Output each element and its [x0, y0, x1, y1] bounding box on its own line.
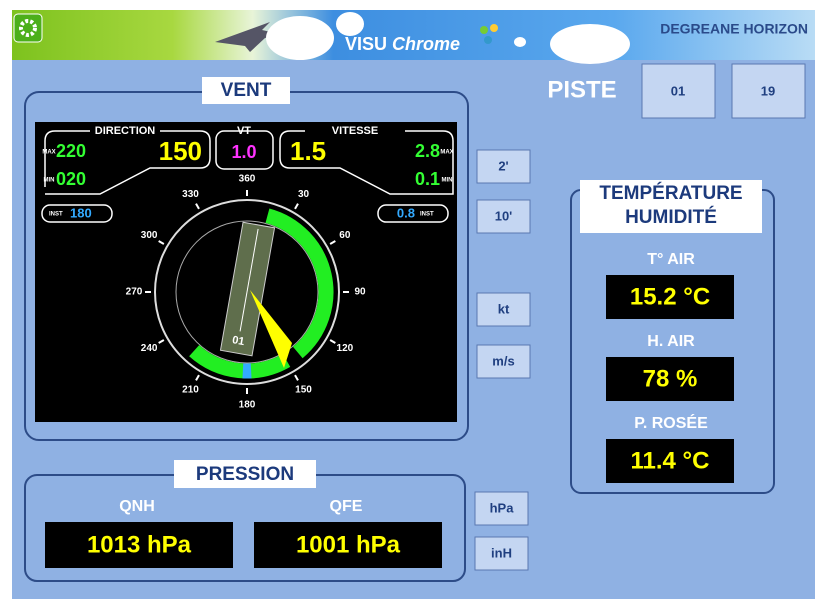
measure-label: H. AIR: [647, 333, 695, 350]
temperature-title: HUMIDITÉ: [625, 206, 717, 228]
settings-button[interactable]: [14, 14, 42, 42]
runway-option[interactable]: 01: [671, 83, 685, 98]
inst-tag: INST: [49, 212, 63, 218]
button[interactable]: 10': [477, 200, 530, 233]
compass-label: 120: [337, 343, 354, 354]
compass-label: 30: [298, 189, 310, 200]
min-tag: MIN: [44, 178, 55, 184]
measure-value: 78 %: [643, 365, 698, 392]
compass-label: 210: [182, 385, 199, 396]
wind-title: VENT: [221, 80, 272, 101]
direction-label: DIRECTION: [95, 125, 156, 137]
measure-label: QFE: [330, 498, 363, 515]
speed-value: 1.5: [290, 136, 326, 166]
runway-option[interactable]: 19: [761, 83, 775, 98]
buttons: 2' 10' kt m/s hPa inH: [475, 150, 530, 570]
temperature-rows: T° AIR 15.2 °C H. AIR 78 % P. ROSÉE 11.4 °C: [606, 251, 734, 483]
compass-label: 90: [354, 287, 366, 298]
button[interactable]: hPa: [475, 492, 528, 525]
vt-label: VT: [237, 125, 251, 137]
button-label[interactable]: 10': [495, 208, 513, 223]
speed-inst: 0.8: [397, 205, 415, 220]
runway-label: PISTE: [547, 76, 616, 103]
compass-label: 330: [182, 189, 199, 200]
pressure-title: PRESSION: [196, 464, 294, 485]
runway-button[interactable]: 19: [732, 64, 805, 118]
company-name: DEGREANE HORIZON: [660, 21, 808, 37]
page: VISU Chrome DEGREANE HORIZON VENT DIRECT…: [0, 0, 815, 599]
cloud: [266, 16, 334, 60]
direction-value: 150: [159, 136, 202, 166]
runway-number: 01: [231, 334, 245, 348]
compass-label: 300: [141, 230, 158, 241]
compass-label: 60: [339, 230, 351, 241]
runway-button[interactable]: 01: [642, 64, 715, 118]
button[interactable]: m/s: [477, 345, 530, 378]
measure-value: 1013 hPa: [87, 531, 192, 558]
direction-min: 020: [56, 169, 86, 189]
measure-label: P. ROSÉE: [634, 413, 708, 432]
button-label[interactable]: hPa: [490, 500, 515, 515]
button-label[interactable]: 2': [498, 158, 508, 173]
measure-label: T° AIR: [647, 251, 695, 268]
button-label[interactable]: inH: [491, 545, 512, 560]
direction-max: 220: [56, 141, 86, 161]
cloud: [514, 37, 526, 47]
direction-inst: 180: [70, 205, 92, 220]
compass-label: 270: [126, 287, 143, 298]
max-tag: MAX: [440, 150, 453, 156]
button-label[interactable]: kt: [498, 301, 510, 316]
speed-label: VITESSE: [332, 125, 378, 137]
inst-tag: INST: [420, 212, 434, 218]
max-tag: MAX: [42, 150, 55, 156]
measure-value: 11.4 °C: [631, 447, 710, 474]
logo-dot: [484, 36, 492, 44]
speed-max: 2.8: [415, 141, 440, 161]
compass-label: 180: [239, 400, 256, 411]
compass-label: 150: [295, 385, 312, 396]
logo-dot: [480, 26, 488, 34]
cloud: [336, 12, 364, 36]
vt-value: 1.0: [231, 142, 256, 162]
measure-value: 1001 hPa: [296, 531, 401, 558]
button[interactable]: inH: [475, 537, 528, 570]
screen: VISU Chrome DEGREANE HORIZON VENT DIRECT…: [0, 0, 815, 599]
temperature-title: TEMPÉRATURE: [599, 182, 742, 204]
speed-min: 0.1: [415, 169, 440, 189]
app-name: VISU: [345, 34, 387, 54]
measure-label: QNH: [119, 498, 155, 515]
button[interactable]: kt: [477, 293, 530, 326]
cloud: [550, 24, 630, 64]
compass-label: 360: [239, 174, 256, 185]
logo-dot: [490, 24, 498, 32]
measure-value: 15.2 °C: [630, 283, 710, 310]
button[interactable]: 2': [477, 150, 530, 183]
min-tag: MIN: [442, 178, 453, 184]
button-label[interactable]: m/s: [492, 353, 514, 368]
app-name-suffix: Chrome: [392, 34, 460, 54]
compass-label: 240: [141, 343, 158, 354]
